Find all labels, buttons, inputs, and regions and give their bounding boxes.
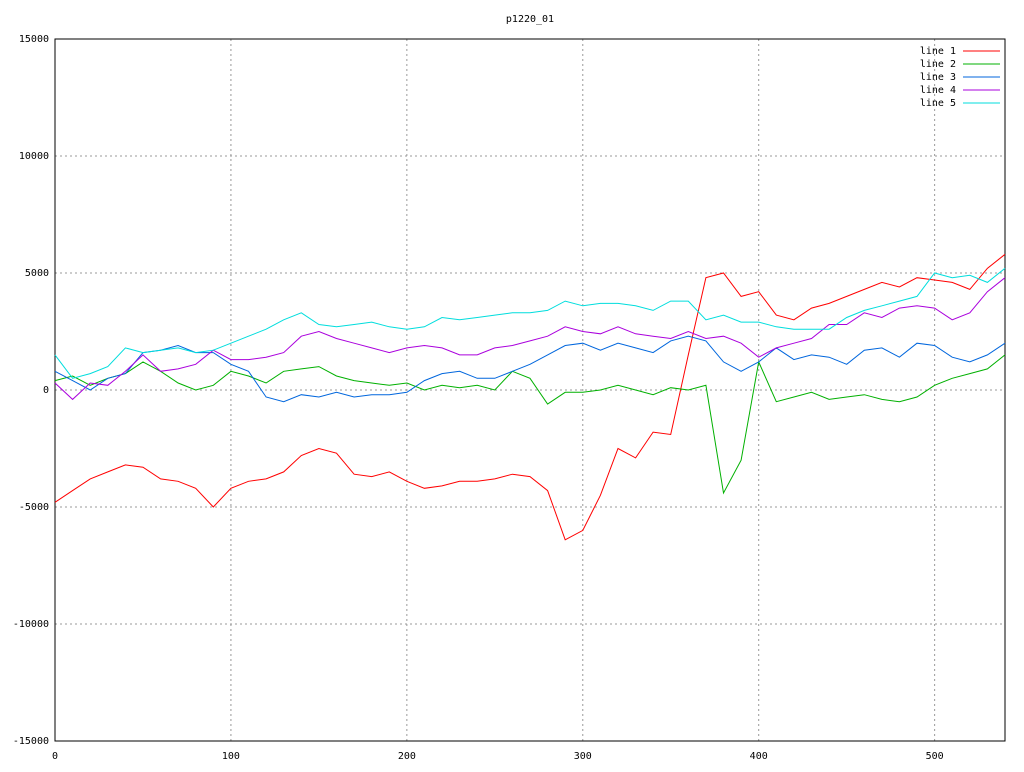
- y-tick-label: 5000: [25, 268, 49, 279]
- line-series: [54, 335, 1006, 403]
- x-tick-label: 0: [52, 751, 58, 762]
- x-tick-label: 100: [222, 751, 240, 762]
- line-series: [54, 267, 1006, 379]
- y-tick-label: -15000: [13, 736, 49, 747]
- y-tick-label: 10000: [19, 151, 49, 162]
- plot-border: [54, 38, 1006, 742]
- line-series: [54, 253, 1006, 541]
- legend-label: line 5: [920, 98, 956, 109]
- legend-label: line 3: [920, 72, 956, 83]
- y-tick-label: -10000: [13, 619, 49, 630]
- legend-label: line 4: [920, 85, 956, 96]
- x-tick-label: 300: [574, 751, 592, 762]
- y-tick-label: 0: [43, 385, 49, 396]
- y-tick-label: 15000: [19, 34, 49, 45]
- x-tick-label: 500: [926, 751, 944, 762]
- legend-label: line 2: [920, 59, 956, 70]
- chart-title: p1220_01: [506, 14, 554, 25]
- y-tick-label: -5000: [19, 502, 49, 513]
- line-series: [54, 354, 1006, 495]
- legend-label: line 1: [920, 46, 956, 57]
- x-tick-label: 200: [398, 751, 416, 762]
- x-tick-label: 400: [750, 751, 768, 762]
